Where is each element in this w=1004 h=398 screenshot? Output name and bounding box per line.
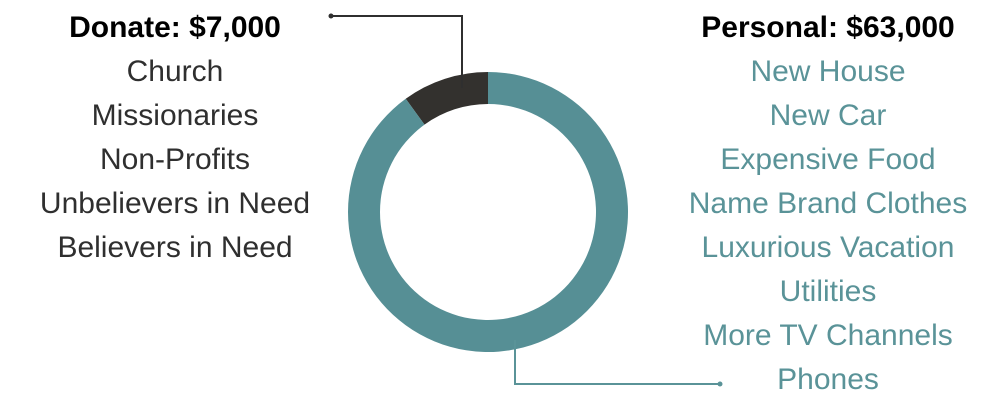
item-more-tv-channels: More TV Channels [703,319,953,352]
label-group-personal: Personal: $63,000 New House New Car Expe… [689,11,967,396]
item-new-car: New Car [770,99,887,132]
donut-slices [347,72,628,353]
item-luxurious-vacation: Luxurious Vacation [702,231,955,264]
leader-dot-donate [328,13,334,19]
leader-line-donate [331,15,463,88]
item-expensive-food: Expensive Food [720,143,935,176]
donut-slice-personal [347,72,628,353]
label-group-donate: Donate: $7,000 Church Missionaries Non-P… [40,11,310,264]
item-utilities: Utilities [780,275,877,308]
heading-personal: Personal: $63,000 [701,11,955,44]
item-new-house: New House [750,55,905,88]
item-non-profits: Non-Profits [100,143,250,176]
leader-dot-personal [717,381,723,387]
leader-lines [328,13,723,387]
item-missionaries: Missionaries [92,99,259,132]
item-church: Church [127,55,224,88]
heading-donate: Donate: $7,000 [69,11,281,44]
item-unbelievers-in-need: Unbelievers in Need [40,187,310,220]
donut-slice-donate [405,72,488,125]
item-believers-in-need: Believers in Need [57,231,292,264]
leader-line-personal [514,340,720,385]
item-phones: Phones [777,363,879,396]
item-name-brand-clothes: Name Brand Clothes [689,187,967,220]
